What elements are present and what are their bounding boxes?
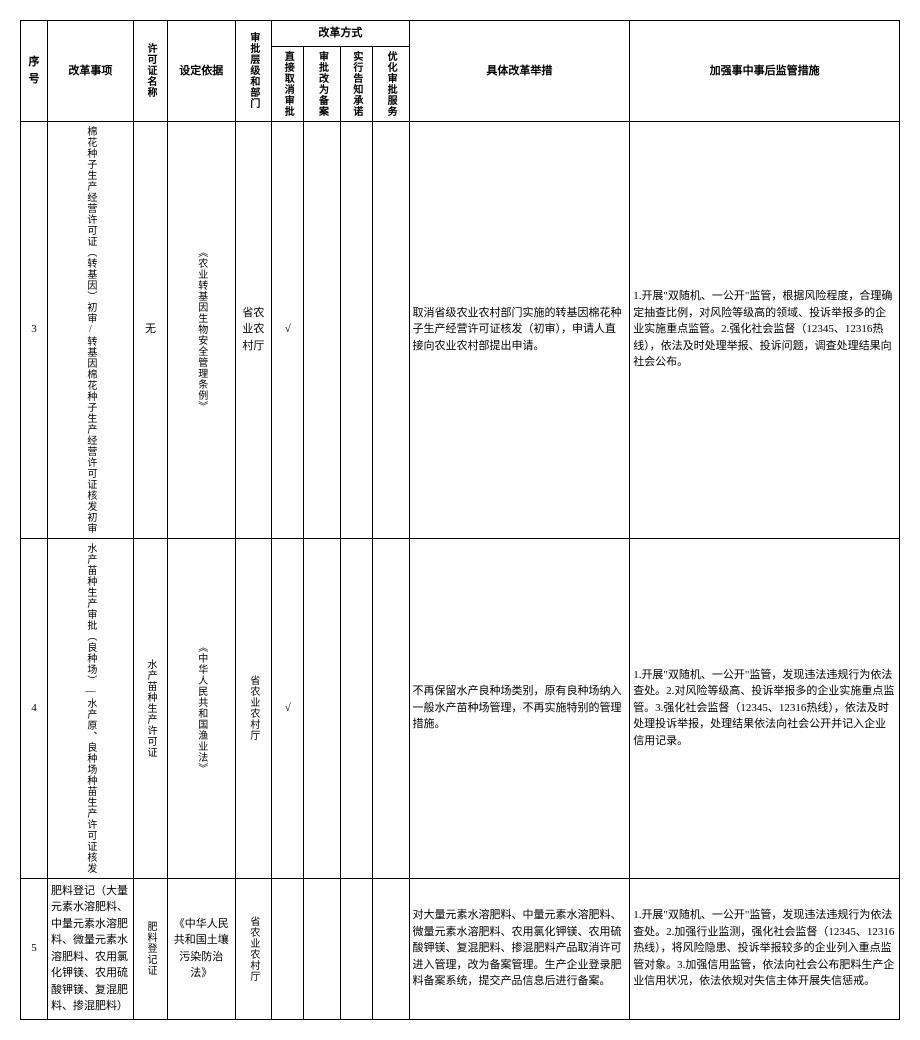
header-m4: 优化审批服务 (372, 46, 409, 121)
cell-seq: 4 (21, 538, 48, 878)
header-m3: 实行告知承诺 (340, 46, 372, 121)
cell-item: 棉花种子生产经营许可证（转基因）初审/转基因棉花种子生产经营许可证核发初审 (47, 121, 133, 538)
cell-basis: 《农业转基因生物安全管理条例》 (168, 121, 235, 538)
cell-cert: 肥料登记证 (133, 878, 167, 1019)
table-row: 4 水产苗种生产审批（良种场）—水产原、良种场种苗生产许可证核发 水产苗种生产许… (21, 538, 900, 878)
header-m1: 直接取消审批 (272, 46, 304, 121)
header-cert: 许可证名称 (133, 21, 167, 122)
header-supervise: 加强事中事后监管措施 (630, 21, 900, 122)
cell-m2 (304, 878, 341, 1019)
cell-seq: 5 (21, 878, 48, 1019)
cell-m4 (372, 121, 409, 538)
cell-cert: 无 (133, 121, 167, 538)
header-item: 改革事项 (47, 21, 133, 122)
cell-m3 (340, 878, 372, 1019)
cell-level: 省农业农村厅 (235, 538, 272, 878)
cell-cert: 水产苗种生产许可证 (133, 538, 167, 878)
reform-table: 序号 改革事项 许可证名称 设定依据 审批层级和部门 改革方式 具体改革举措 加… (20, 20, 900, 1020)
header-level: 审批层级和部门 (235, 21, 272, 122)
cell-item: 肥料登记（大量元素水溶肥料、中量元素水溶肥料、微量元素水溶肥料、农用氯化钾镁、农… (47, 878, 133, 1019)
cell-m1 (272, 878, 304, 1019)
cell-m1: √ (272, 538, 304, 878)
header-measure: 具体改革举措 (409, 21, 630, 122)
cell-level: 省农业农村厅 (235, 878, 272, 1019)
cell-m1: √ (272, 121, 304, 538)
cell-supervise: 1.开展"双随机、一公开"监管，根据风险程度，合理确定抽查比例，对风险等级高的领… (630, 121, 900, 538)
cell-measure: 不再保留水产良种场类别，原有良种场纳入一般水产苗种场管理，不再实施特别的管理措施… (409, 538, 630, 878)
cell-m4 (372, 538, 409, 878)
cell-m2 (304, 538, 341, 878)
cell-measure: 取消省级农业农村部门实施的转基因棉花种子生产经营许可证核发（初审），申请人直接向… (409, 121, 630, 538)
table-body: 3 棉花种子生产经营许可证（转基因）初审/转基因棉花种子生产经营许可证核发初审 … (21, 121, 900, 1019)
cell-seq: 3 (21, 121, 48, 538)
cell-m3 (340, 121, 372, 538)
cell-basis: 《中华人民共和国土壤污染防治法》 (168, 878, 235, 1019)
cell-level: 省农业农村厅 (235, 121, 272, 538)
cell-supervise: 1.开展"双随机、一公开"监管，发现违法违规行为依法查处。2.对风险等级高、投诉… (630, 538, 900, 878)
header-m2: 审批改为备案 (304, 46, 341, 121)
table-header: 序号 改革事项 许可证名称 设定依据 审批层级和部门 改革方式 具体改革举措 加… (21, 21, 900, 122)
cell-m2 (304, 121, 341, 538)
cell-m3 (340, 538, 372, 878)
cell-item: 水产苗种生产审批（良种场）—水产原、良种场种苗生产许可证核发 (47, 538, 133, 878)
cell-supervise: 1.开展"双随机、一公开"监管，发现违法违规行为依法查处。2.加强行业监测，强化… (630, 878, 900, 1019)
header-basis: 设定依据 (168, 21, 235, 122)
cell-basis: 《中华人民共和国渔业法》 (168, 538, 235, 878)
table-row: 3 棉花种子生产经营许可证（转基因）初审/转基因棉花种子生产经营许可证核发初审 … (21, 121, 900, 538)
header-seq: 序号 (21, 21, 48, 122)
cell-measure: 对大量元素水溶肥料、中量元素水溶肥料、微量元素水溶肥料、农用氯化钾镁、农用硫酸钾… (409, 878, 630, 1019)
cell-m4 (372, 878, 409, 1019)
header-reform-group: 改革方式 (272, 21, 409, 47)
table-row: 5 肥料登记（大量元素水溶肥料、中量元素水溶肥料、微量元素水溶肥料、农用氯化钾镁… (21, 878, 900, 1019)
